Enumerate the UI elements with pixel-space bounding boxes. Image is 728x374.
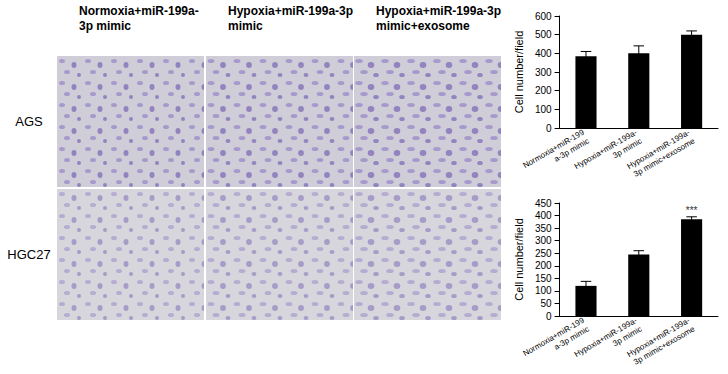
svg-text:450: 450 [535,198,552,209]
svg-text:0: 0 [546,311,552,322]
html-text:Normoxia+miR-199a-3p mimic: Normoxia+miR-199a-3p mimic [79,4,199,33]
svg-text:Hypoxia+miR-199a-: Hypoxia+miR-199a- [625,127,692,171]
svg-text:300: 300 [535,235,552,246]
svg-text:200: 200 [535,260,552,271]
svg-text:Hypoxia+miR-199a-: Hypoxia+miR-199a- [572,127,639,171]
html-text:HGC27: HGC27 [7,246,51,262]
svg-text:400: 400 [535,210,552,221]
svg-text:150: 150 [535,273,552,284]
html-text:Hypoxia+miR-199a-3p mimic: Hypoxia+miR-199a-3p mimic [228,4,354,33]
svg-text:Hypoxia+miR-199a-: Hypoxia+miR-199a- [572,315,639,359]
svg-text:200: 200 [535,85,552,96]
svg-text:3p mimic+exosome: 3p mimic+exosome [632,324,697,367]
svg-text:a-3p mimic: a-3p mimic [552,324,591,352]
svg-text:3p mimic: 3p mimic [611,136,644,161]
svg-text:100: 100 [535,104,552,115]
svg-text:0: 0 [546,123,552,134]
svg-text:***: *** [686,205,698,216]
svg-text:Cell number/field: Cell number/field [513,218,525,301]
svg-text:350: 350 [535,223,552,234]
html-text:AGS: AGS [15,113,43,129]
svg-text:3p mimic: 3p mimic [611,324,644,349]
svg-text:500: 500 [535,29,552,40]
svg-text:50: 50 [540,298,552,309]
svg-text:400: 400 [535,48,552,59]
svg-text:250: 250 [535,248,552,259]
html-text:Hypoxia+miR-199a-3p mimic+exos: Hypoxia+miR-199a-3p mimic+exosome [376,4,502,33]
svg-text:100: 100 [535,285,552,296]
svg-text:3p mimic+exosome: 3p mimic+exosome [632,136,697,179]
svg-text:Hypoxia+miR-199a-: Hypoxia+miR-199a- [625,315,692,359]
svg-text:600: 600 [535,11,552,22]
svg-text:Normoxia+miR-199: Normoxia+miR-199 [521,315,586,359]
svg-text:Normoxia+miR-199: Normoxia+miR-199 [521,127,586,171]
svg-text:a-3p mimic: a-3p mimic [552,136,591,164]
svg-text:300: 300 [535,67,552,78]
svg-text:Cell number/field: Cell number/field [513,31,525,114]
